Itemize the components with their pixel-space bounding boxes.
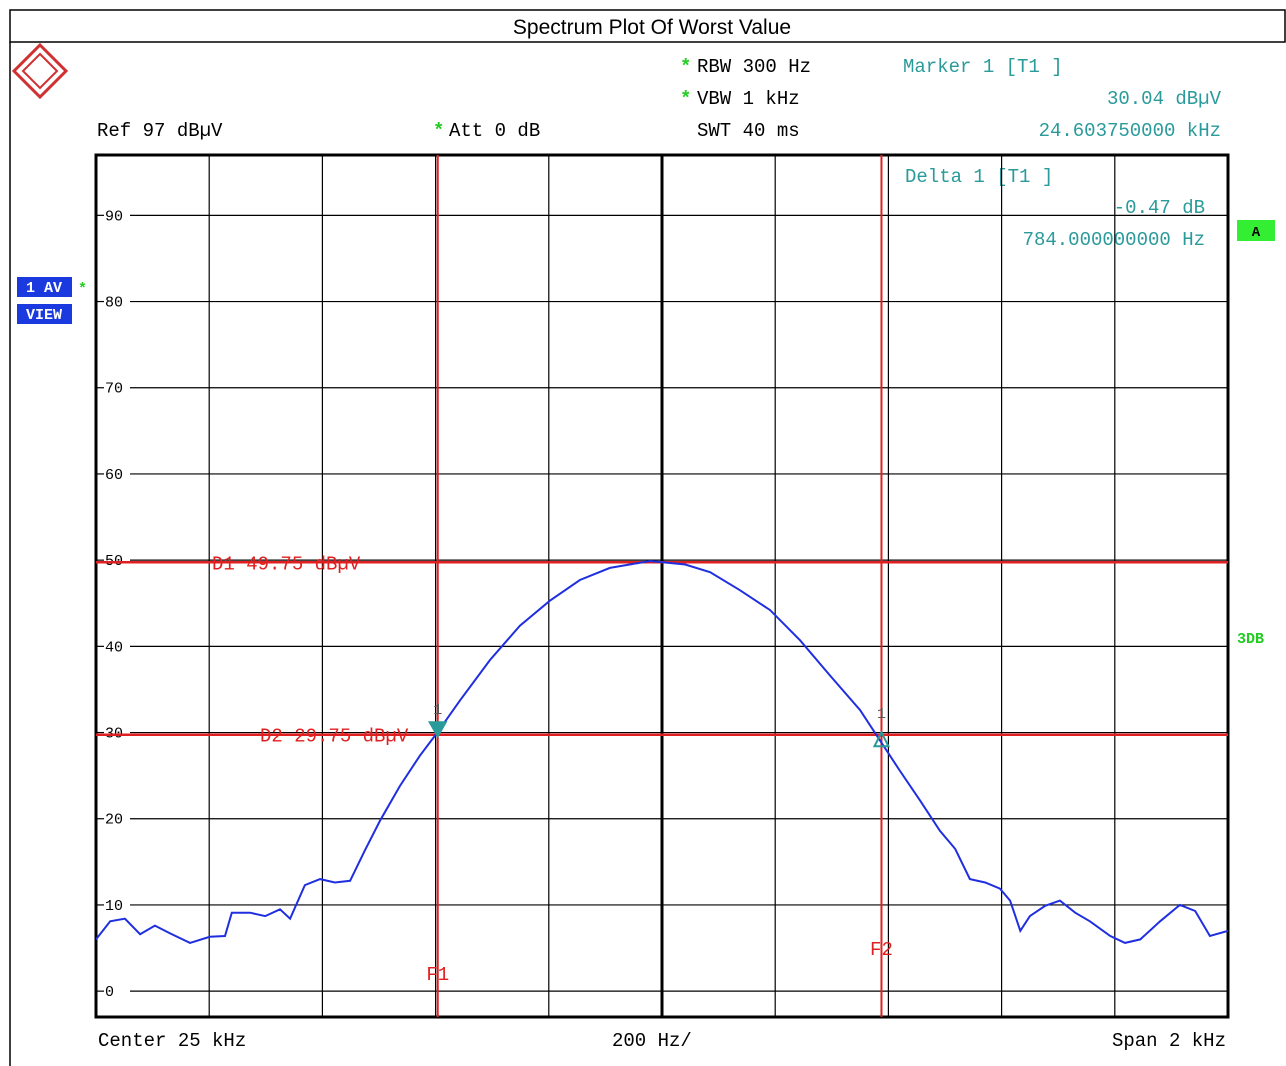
trace-mode-badge — [17, 277, 72, 297]
marker-label: 1 — [877, 706, 886, 723]
display-line-label: D1 49.75 dBµV — [212, 553, 361, 575]
frequency-line-label: F1 — [426, 964, 449, 986]
marker-frequency: 24.603750000 kHz — [1039, 120, 1221, 142]
sweep-time: SWT 40 ms — [697, 120, 800, 142]
chart-title: Spectrum Plot Of Worst Value — [513, 16, 791, 39]
delta-level: -0.47 dB — [1114, 197, 1205, 219]
trace-mode: 1 AV — [26, 280, 62, 297]
ref-level: Ref 97 dBµV — [97, 120, 223, 142]
marker-label: 1 — [433, 702, 442, 719]
trace — [96, 559, 1228, 944]
plot-frame — [94, 153, 1230, 1019]
y-tick-label: 0 — [105, 984, 114, 1001]
a-badge — [1237, 220, 1275, 241]
delta-title: Delta 1 [T1 ] — [905, 166, 1053, 188]
display-line-label: D2 29.75 dBµV — [260, 726, 409, 748]
trace-view: VIEW — [26, 307, 62, 324]
marker — [872, 730, 891, 748]
trace-star: * — [78, 281, 87, 298]
span: Span 2 kHz — [1112, 1030, 1226, 1052]
trace-view-badge — [17, 304, 72, 324]
center-frequency: Center 25 kHz — [98, 1030, 246, 1052]
vbw-star: * — [680, 88, 691, 110]
att-star: * — [433, 120, 444, 142]
logo — [11, 42, 69, 100]
y-tick-label: 70 — [105, 381, 123, 398]
marker-level: 30.04 dBµV — [1107, 88, 1222, 110]
rbw-star: * — [680, 56, 691, 78]
y-tick-label: 60 — [105, 467, 123, 484]
three-db: 3DB — [1237, 631, 1264, 648]
a-label: A — [1252, 225, 1261, 241]
delta-frequency: 784.000000000 Hz — [1023, 229, 1205, 251]
frequency-line-label: F2 — [870, 939, 893, 961]
marker — [427, 721, 448, 739]
title-bar — [9, 9, 1286, 43]
marker-title: Marker 1 [T1 ] — [903, 56, 1063, 78]
y-tick-label: 40 — [105, 639, 123, 656]
division: 200 Hz/ — [612, 1030, 692, 1052]
y-tick-label: 20 — [105, 812, 123, 829]
rbw: RBW 300 Hz — [697, 56, 811, 78]
y-tick-label: 10 — [105, 898, 123, 915]
attenuation: Att 0 dB — [449, 120, 540, 142]
y-tick-label: 90 — [105, 208, 123, 225]
y-tick-label: 80 — [105, 295, 123, 312]
vbw: VBW 1 kHz — [697, 88, 800, 110]
